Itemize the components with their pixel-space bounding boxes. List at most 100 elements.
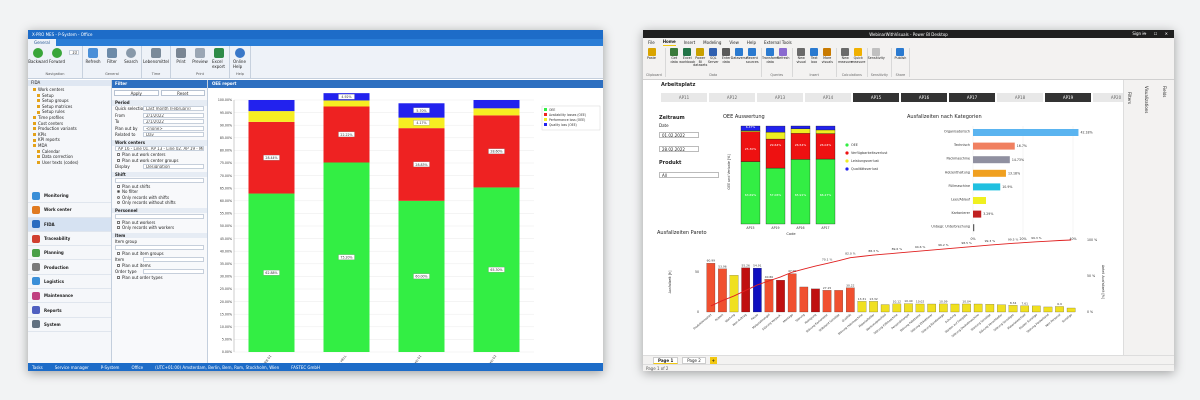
plan-out-order-types-check[interactable]: Plan out order types bbox=[112, 275, 207, 281]
tab-general[interactable]: General bbox=[28, 39, 56, 46]
plan-out-work-centers-check[interactable]: Plan out work centers bbox=[112, 152, 207, 158]
plan-out-items-check[interactable]: Plan out items bbox=[112, 263, 207, 269]
module-maintenance[interactable]: Maintenance bbox=[28, 289, 111, 304]
visualizations-pane-tab[interactable]: Visualizations bbox=[1144, 86, 1149, 114]
paste-button[interactable]: Paste bbox=[646, 48, 657, 61]
sql-server-button[interactable]: SQL Server bbox=[708, 48, 719, 68]
print-button[interactable]: Print bbox=[174, 48, 188, 69]
filter-input[interactable]: Day bbox=[143, 132, 204, 138]
slicer-item-ap16[interactable]: AP16 bbox=[901, 93, 947, 102]
order-type-input[interactable] bbox=[143, 269, 204, 275]
nav-tree-item[interactable]: User texts (codes) bbox=[31, 160, 108, 166]
online-help-button[interactable]: Online Help bbox=[233, 48, 247, 69]
module-traceability[interactable]: Traceability bbox=[28, 232, 111, 247]
apply-button[interactable]: Apply bbox=[114, 90, 159, 96]
slicer-item-ap11[interactable]: AP11 bbox=[661, 93, 707, 102]
publish-button[interactable]: Publish bbox=[895, 48, 906, 61]
module-planning[interactable]: Planning bbox=[28, 246, 111, 261]
refresh-button[interactable]: Refresh bbox=[777, 48, 789, 64]
shift-radio-with[interactable]: Only records with shifts bbox=[112, 195, 207, 201]
more-visuals-button[interactable]: More visuals bbox=[822, 48, 833, 64]
filter-input[interactable]: <none> bbox=[143, 125, 204, 131]
get-data-button[interactable]: Get data bbox=[669, 48, 680, 68]
item-group-input[interactable] bbox=[115, 245, 204, 251]
shift-radio-without[interactable]: Only records without shifts bbox=[112, 200, 207, 206]
slicer-item-ap15[interactable]: AP15 bbox=[853, 93, 899, 102]
item-input[interactable] bbox=[143, 257, 204, 263]
quick-measure-button[interactable]: Quick measure bbox=[851, 48, 865, 64]
menu-home[interactable]: Home bbox=[662, 39, 676, 46]
sensitivity-button[interactable]: Sensitivity bbox=[868, 48, 885, 61]
lebensmittel-button[interactable]: Lebensmittel bbox=[143, 48, 169, 64]
text-box-button[interactable]: Text box bbox=[809, 48, 820, 64]
shift-radio-no-filter[interactable]: No filter bbox=[112, 189, 207, 195]
date-from-input[interactable]: 01.02.2022 bbox=[659, 132, 699, 138]
filter-input[interactable]: Last month (February) bbox=[143, 106, 204, 112]
filter-input[interactable]: 2/1/2022 bbox=[143, 112, 204, 118]
sign-in-link[interactable]: Sign in bbox=[1132, 31, 1146, 36]
nav-tree-item[interactable]: Setup rules bbox=[31, 109, 108, 115]
work-centers-input[interactable]: AP 16 - Line 01, AP 13 - Line 02, AP 19 … bbox=[115, 146, 204, 152]
excel-workbook-button[interactable]: Excel workbook bbox=[679, 48, 695, 68]
slicer-item-ap19[interactable]: AP19 bbox=[1045, 93, 1091, 102]
module-logistics[interactable]: Logistics bbox=[28, 275, 111, 290]
reset-button[interactable]: Reset bbox=[160, 90, 205, 96]
nav-tree-item[interactable]: Cost centers bbox=[31, 121, 108, 127]
fields-pane-tab[interactable]: Fields bbox=[1162, 86, 1167, 98]
display-select[interactable]: Designation bbox=[143, 163, 204, 169]
records-with-workers-check[interactable]: Only records with workers bbox=[112, 225, 207, 231]
nav-tree-item[interactable]: Setup matrices bbox=[31, 104, 108, 110]
dataverse-button[interactable]: Dataverse bbox=[731, 48, 748, 68]
enter-data-button[interactable]: Enter data bbox=[721, 48, 732, 68]
menu-view[interactable]: View bbox=[729, 40, 739, 45]
new-visual-button[interactable]: New visual bbox=[796, 48, 807, 64]
filter-button[interactable]: Filter bbox=[105, 48, 119, 64]
filter-input[interactable]: 2/1/2022 bbox=[143, 119, 204, 125]
nav-tree-item[interactable]: KPI reports bbox=[31, 137, 108, 143]
plan-out-workers-check[interactable]: Plan out workers bbox=[112, 220, 207, 226]
module-reports[interactable]: Reports bbox=[28, 303, 111, 318]
power-bi-datasets-button[interactable]: Power BI datasets bbox=[693, 48, 707, 68]
add-page-icon[interactable]: + bbox=[709, 356, 717, 364]
menu-modeling[interactable]: Modeling bbox=[703, 40, 722, 45]
module-production[interactable]: Production bbox=[28, 260, 111, 275]
excel-export-button[interactable]: Excel export bbox=[212, 48, 226, 69]
refresh-button[interactable]: Refresh bbox=[85, 48, 101, 64]
menu-file[interactable]: File bbox=[648, 40, 655, 45]
shift-input[interactable] bbox=[115, 177, 204, 183]
slicer-item-ap20[interactable]: AP20 bbox=[1093, 93, 1139, 102]
recent-sources-button[interactable]: Recent sources bbox=[746, 48, 759, 68]
search-button[interactable]: Search bbox=[124, 48, 138, 64]
nav-tree-item[interactable]: Setup bbox=[31, 93, 108, 99]
nav-tree-item[interactable]: Calendar bbox=[31, 149, 108, 155]
slicer-item-ap18[interactable]: AP18 bbox=[997, 93, 1043, 102]
date-to-input[interactable]: 28.02.2022 bbox=[659, 146, 699, 152]
page-tab-2[interactable]: Page 2 bbox=[682, 356, 706, 364]
page-tab-1[interactable]: Page 1 bbox=[653, 356, 679, 364]
nav-tree-item[interactable]: Production variants bbox=[31, 126, 108, 132]
nav-tree-item[interactable]: Data correction bbox=[31, 154, 108, 160]
forward-button[interactable]: Forward bbox=[49, 48, 65, 64]
nav-tree-item[interactable]: KPIs bbox=[31, 132, 108, 138]
filters-pane-tab[interactable]: Filters bbox=[1127, 92, 1132, 104]
slicer-item-ap17[interactable]: AP17 bbox=[949, 93, 995, 102]
new-measure-button[interactable]: New measure bbox=[838, 48, 852, 64]
plan-out-wc-groups-check[interactable]: Plan out work center groups bbox=[112, 158, 207, 164]
module-fida[interactable]: FIDA bbox=[28, 217, 111, 232]
preview-button[interactable]: Preview bbox=[192, 48, 208, 69]
slicer-item-ap13[interactable]: AP13 bbox=[757, 93, 803, 102]
slicer-item-ap14[interactable]: AP14 bbox=[805, 93, 851, 102]
nav-tree-item[interactable]: Work centers bbox=[31, 87, 108, 93]
page-input[interactable]: 10 bbox=[69, 50, 79, 55]
window-controls[interactable]: — ☐ ✕ bbox=[1142, 31, 1171, 36]
slicer-item-ap12[interactable]: AP12 bbox=[709, 93, 755, 102]
nav-tree-item[interactable]: Setup groups bbox=[31, 98, 108, 104]
module-work-center[interactable]: Work center bbox=[28, 203, 111, 218]
nav-tree-item[interactable]: Time profiles bbox=[31, 115, 108, 121]
transform-data-button[interactable]: Transform data bbox=[762, 48, 778, 64]
produkt-dropdown[interactable]: All bbox=[659, 172, 719, 178]
menu-help[interactable]: Help bbox=[746, 40, 756, 45]
plan-out-item-groups-check[interactable]: Plan out item groups bbox=[112, 251, 207, 257]
backward-button[interactable]: Backward bbox=[28, 48, 48, 64]
plan-out-shifts-check[interactable]: Plan out shifts bbox=[112, 184, 207, 190]
